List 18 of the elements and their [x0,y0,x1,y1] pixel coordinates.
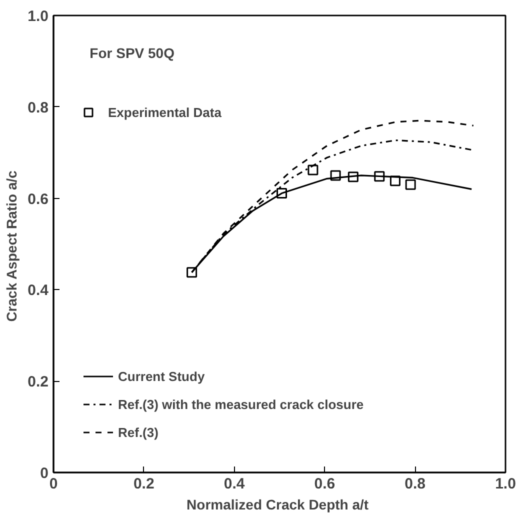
x-tick-label: 0.8 [404,476,426,492]
x-tick-label: 0.2 [133,476,154,492]
annotation: For SPV 50Q [90,45,175,62]
y-tick-label: 0.2 [28,374,49,391]
x-axis-title: Normalized Crack Depth a/t [186,496,369,512]
legend-label: Experimental Data [108,104,222,120]
y-tick-label: 0.8 [28,99,49,116]
y-tick-label: 0.4 [28,282,50,300]
legend-label: Ref.(3) with the measured crack closure [118,396,364,412]
y-tick-label: 1.0 [28,8,49,25]
x-tick-label: 0.4 [224,476,246,492]
y-tick-label: 0.6 [28,190,49,208]
y-tick-label: 0 [40,465,48,482]
legend-label: Ref.(3) [118,424,158,440]
x-tick-label: 0.6 [314,476,336,492]
legend-label: Current Study [118,368,205,384]
x-tick-label: 1.0 [495,476,516,492]
y-axis-title: Crack Aspect Ratio a/c [4,170,20,322]
